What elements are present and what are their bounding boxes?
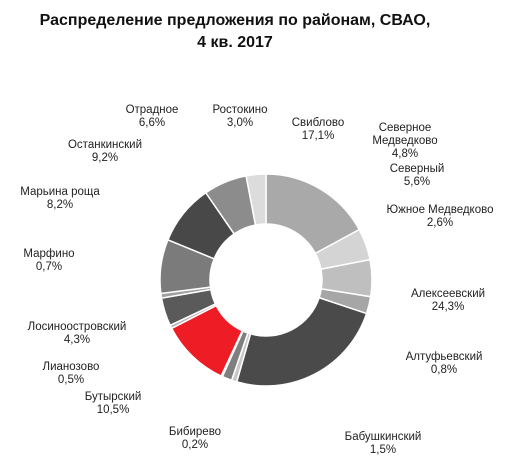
label-rostokino: Ростокино 3,0%	[212, 104, 267, 130]
label-losinoostrovsky-value: 4,3%	[63, 334, 91, 346]
label-ostankinsky-value: 9,2%	[91, 152, 119, 164]
label-babushkinsky-value: 1,5%	[369, 444, 397, 456]
label-butyrsky-value: 10,5%	[96, 404, 130, 416]
label-marfino: Марфино 0,7%	[23, 248, 74, 274]
donut-slice-4	[235, 296, 368, 387]
label-severnoe-medvedkovo-value: 4,8%	[391, 148, 419, 160]
label-alekseevsky-name: Алексеевский	[410, 288, 486, 300]
label-severnoe-medvedkovo: Северное Медведково 4,8%	[369, 122, 441, 161]
label-sviblovo: Свиблово 17,1%	[292, 117, 345, 143]
label-otradnoe: Отрадное 6,6%	[126, 104, 179, 130]
label-yuzhnoe-medvedkovo-name: Южное Медведково	[386, 204, 494, 216]
label-ostankinsky: Останкинский 9,2%	[68, 139, 142, 165]
label-babushkinsky-name: Бабушкинский	[344, 431, 422, 443]
label-bibirevo-name: Бибирево	[168, 426, 222, 438]
label-butyrsky: Бутырский 10,5%	[85, 391, 142, 417]
label-babushkinsky: Бабушкинский 1,5%	[345, 431, 422, 457]
chart-title-line-2: 4 кв. 2017	[197, 34, 273, 51]
label-losinoostrovsky-name: Лосиноостровский	[27, 321, 127, 333]
chart-title: Распределение предложения по районам, СВ…	[0, 10, 470, 54]
label-yuzhnoe-medvedkovo-value: 2,6%	[426, 217, 454, 229]
label-altufevsky-value: 0,8%	[430, 364, 458, 376]
label-butyrsky-name: Бутырский	[84, 391, 142, 403]
label-marfino-value: 0,7%	[35, 261, 63, 273]
label-bibirevo-value: 0,2%	[181, 439, 209, 451]
chart-title-line-1: Распределение предложения по районам, СВ…	[39, 12, 431, 29]
label-otradnoe-value: 6,6%	[138, 117, 166, 129]
label-sviblovo-value: 17,1%	[301, 130, 335, 142]
label-severny: Северный 5,6%	[390, 163, 445, 189]
label-lianozovo-value: 0,5%	[57, 374, 85, 386]
label-marina-roshcha-value: 8,2%	[46, 199, 74, 211]
donut-slice-15	[245, 173, 267, 226]
label-marina-roshcha: Марьина роща 8,2%	[20, 186, 100, 212]
label-severny-name: Северный	[389, 163, 445, 175]
label-alekseevsky-value: 24,3%	[431, 301, 465, 313]
label-marfino-name: Марфино	[23, 248, 75, 260]
label-altufevsky: Алтуфьевский 0,8%	[406, 351, 483, 377]
label-lianozovo: Лианозово 0,5%	[43, 361, 100, 387]
label-bibirevo: Бибирево 0,2%	[169, 426, 221, 452]
label-marina-roshcha-name: Марьина роща	[20, 186, 100, 198]
label-rostokino-name: Ростокино	[212, 104, 268, 116]
label-losinoostrovsky: Лосиноостровский 4,3%	[28, 321, 127, 347]
label-lianozovo-name: Лианозово	[42, 361, 100, 373]
label-otradnoe-name: Отрадное	[125, 104, 179, 116]
label-alekseevsky: Алексеевский 24,3%	[411, 288, 485, 314]
label-ostankinsky-name: Останкинский	[67, 139, 143, 151]
label-yuzhnoe-medvedkovo: Южное Медведково 2,6%	[387, 204, 494, 230]
label-severny-value: 5,6%	[403, 176, 431, 188]
label-sviblovo-name: Свиблово	[291, 117, 345, 129]
label-severnoe-medvedkovo-name: Северное Медведково	[372, 122, 438, 147]
label-altufevsky-name: Алтуфьевский	[405, 351, 483, 363]
label-rostokino-value: 3,0%	[226, 117, 254, 129]
